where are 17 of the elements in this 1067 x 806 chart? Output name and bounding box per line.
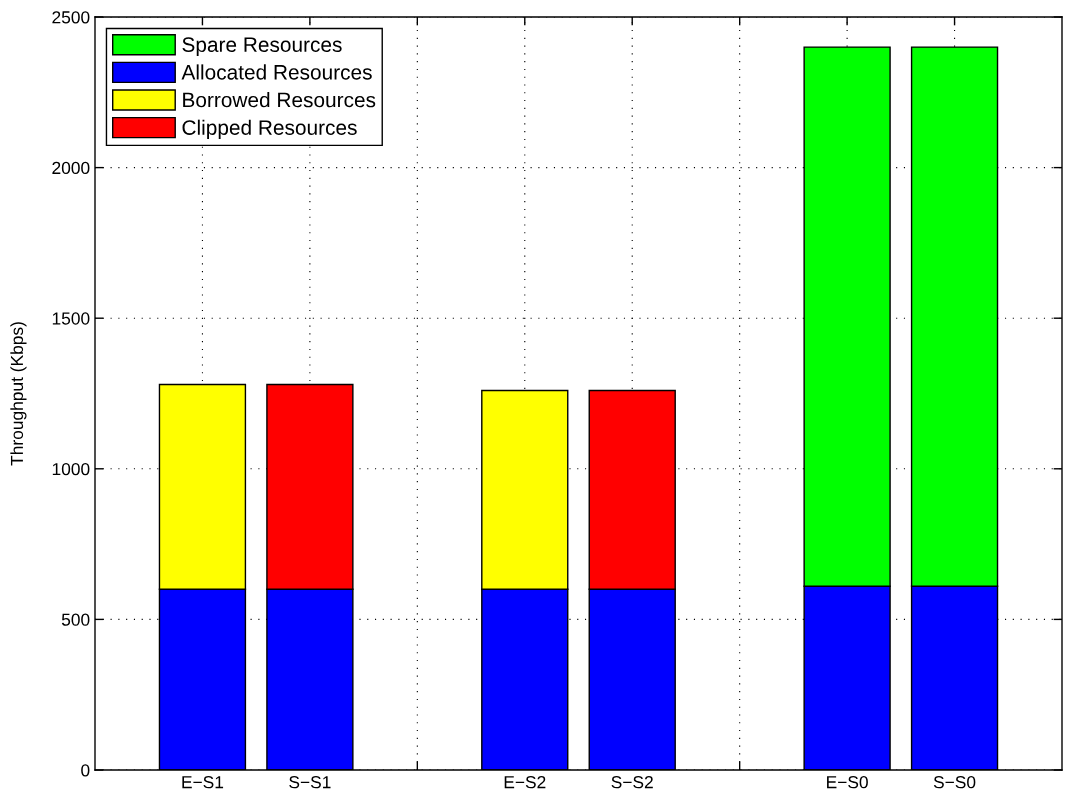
x-tick-label: S−S1 <box>289 776 331 789</box>
y-tick-label: 2500 <box>52 11 90 24</box>
x-tick-label: E−S1 <box>182 776 224 789</box>
legend-label: Clipped Resources <box>182 119 357 140</box>
y-tick-label: 500 <box>61 613 90 626</box>
legend-label: Spare Resources <box>182 37 342 57</box>
y-tick-label: 1500 <box>52 312 90 325</box>
x-tick-label: S−S2 <box>611 776 653 789</box>
y-tick-label: 1000 <box>52 462 90 476</box>
x-tick-label: E−S2 <box>504 776 546 789</box>
y-axis-title: Throughput (Kbps) <box>10 322 27 466</box>
legend-label: Allocated Resources <box>181 64 372 80</box>
y-tick-label: 2000 <box>52 161 90 175</box>
x-tick-label: E−S0 <box>827 776 868 789</box>
x-tick-label: S−S0 <box>933 776 976 789</box>
legend-label: Borrowed Resources <box>183 92 376 108</box>
y-tick-label: 0 <box>81 764 90 777</box>
